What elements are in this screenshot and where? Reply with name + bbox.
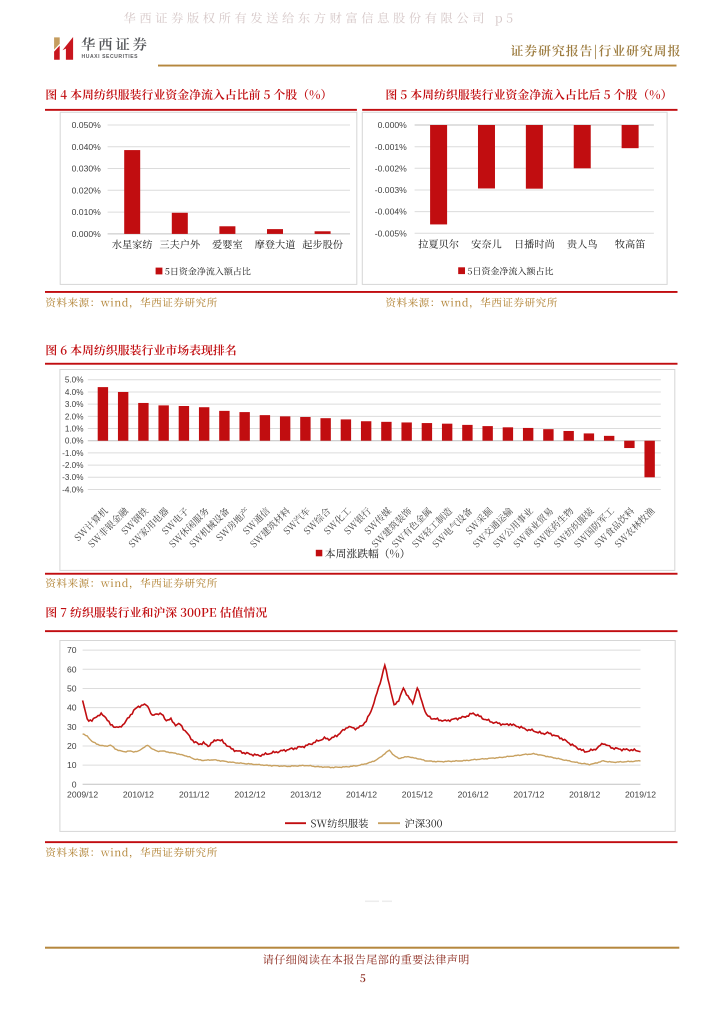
svg-text:HUAXI SECURITIES: HUAXI SECURITIES — [82, 54, 139, 60]
svg-text:0.030%: 0.030% — [72, 164, 102, 174]
svg-text:1.0%: 1.0% — [65, 424, 84, 433]
svg-text:0.050%: 0.050% — [72, 120, 102, 130]
svg-text:2015/12: 2015/12 — [402, 790, 433, 800]
svg-text:-0.002%: -0.002% — [375, 163, 407, 173]
svg-text:0.010%: 0.010% — [72, 207, 102, 217]
svg-text:2.0%: 2.0% — [65, 412, 84, 421]
svg-text:-0.004%: -0.004% — [375, 207, 407, 217]
svg-text:0.0%: 0.0% — [65, 437, 84, 446]
svg-text:2009/12: 2009/12 — [67, 790, 98, 800]
svg-text:3.0%: 3.0% — [65, 400, 84, 409]
svg-text:2019/12: 2019/12 — [625, 790, 656, 800]
svg-text:0: 0 — [72, 779, 77, 789]
svg-text:50: 50 — [67, 684, 77, 694]
svg-text:2011/12: 2011/12 — [179, 790, 210, 800]
svg-text:-2.0%: -2.0% — [62, 461, 83, 470]
svg-text:2010/12: 2010/12 — [123, 790, 154, 800]
svg-text:-0.005%: -0.005% — [375, 228, 407, 238]
svg-text:-1.0%: -1.0% — [62, 449, 83, 458]
svg-text:-0.003%: -0.003% — [375, 185, 407, 195]
svg-text:40: 40 — [67, 703, 77, 713]
svg-text:-3.0%: -3.0% — [62, 473, 83, 482]
svg-text:2014/12: 2014/12 — [346, 790, 377, 800]
svg-text:20: 20 — [67, 741, 77, 751]
svg-text:2013/12: 2013/12 — [290, 790, 321, 800]
svg-text:30: 30 — [67, 722, 77, 732]
svg-text:0.000%: 0.000% — [378, 120, 408, 130]
svg-text:4.0%: 4.0% — [65, 388, 84, 397]
svg-text:-0.001%: -0.001% — [375, 142, 407, 152]
svg-text:10: 10 — [67, 760, 77, 770]
svg-text:2012/12: 2012/12 — [234, 790, 265, 800]
svg-text:0.020%: 0.020% — [72, 185, 102, 195]
svg-text:2018/12: 2018/12 — [569, 790, 600, 800]
svg-text:-4.0%: -4.0% — [62, 485, 83, 494]
svg-text:70: 70 — [67, 645, 77, 655]
svg-text:60: 60 — [67, 664, 77, 674]
svg-text:0.040%: 0.040% — [72, 142, 102, 152]
svg-text:0.000%: 0.000% — [72, 229, 102, 239]
svg-text:2016/12: 2016/12 — [458, 790, 489, 800]
svg-text:2017/12: 2017/12 — [513, 790, 544, 800]
svg-text:5.0%: 5.0% — [65, 376, 84, 385]
